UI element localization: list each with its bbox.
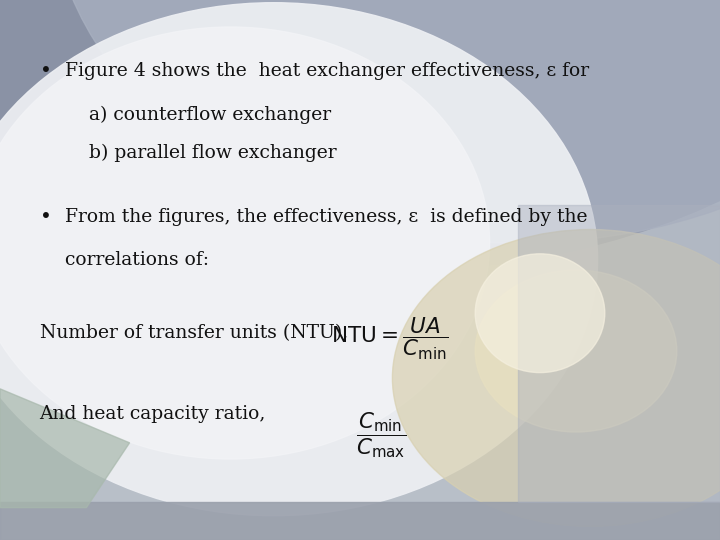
Text: Number of transfer units (NTU),: Number of transfer units (NTU),	[40, 324, 348, 342]
Ellipse shape	[0, 27, 490, 459]
Text: a) counterflow exchanger: a) counterflow exchanger	[65, 105, 331, 124]
Text: correlations of:: correlations of:	[65, 251, 209, 269]
Text: $\mathrm{NTU} = \dfrac{UA}{C_{\mathrm{min}}}$: $\mathrm{NTU} = \dfrac{UA}{C_{\mathrm{mi…	[331, 316, 449, 362]
Polygon shape	[0, 0, 180, 151]
Bar	[518, 205, 720, 502]
Circle shape	[0, 0, 720, 270]
Ellipse shape	[475, 254, 605, 373]
Text: From the figures, the effectiveness, ε  is defined by the: From the figures, the effectiveness, ε i…	[65, 208, 588, 226]
Bar	[0, 502, 720, 540]
Text: •: •	[40, 62, 51, 81]
Text: •: •	[40, 208, 51, 227]
Ellipse shape	[475, 270, 677, 432]
Text: Figure 4 shows the  heat exchanger effectiveness, ε for: Figure 4 shows the heat exchanger effect…	[65, 62, 589, 80]
Polygon shape	[0, 389, 130, 508]
Text: $\dfrac{C_{\mathrm{min}}}{C_{\mathrm{max}}}$: $\dfrac{C_{\mathrm{min}}}{C_{\mathrm{max…	[356, 410, 407, 460]
Circle shape	[50, 0, 720, 243]
Text: b) parallel flow exchanger: b) parallel flow exchanger	[65, 144, 336, 163]
Text: And heat capacity ratio,: And heat capacity ratio,	[40, 405, 266, 423]
Ellipse shape	[0, 3, 598, 516]
Ellipse shape	[392, 230, 720, 526]
